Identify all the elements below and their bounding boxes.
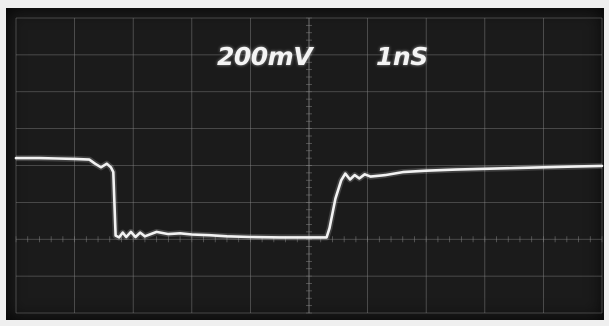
time-per-div-label: 1nS: [376, 42, 428, 71]
volts-per-div-label: 200mV: [217, 42, 313, 71]
waveform-trace: [14, 156, 604, 239]
oscilloscope-screen: 200mV 1nS: [6, 8, 604, 320]
trace-layer: [14, 155, 604, 241]
graticule: [15, 17, 603, 314]
scope-plot: [14, 17, 604, 314]
